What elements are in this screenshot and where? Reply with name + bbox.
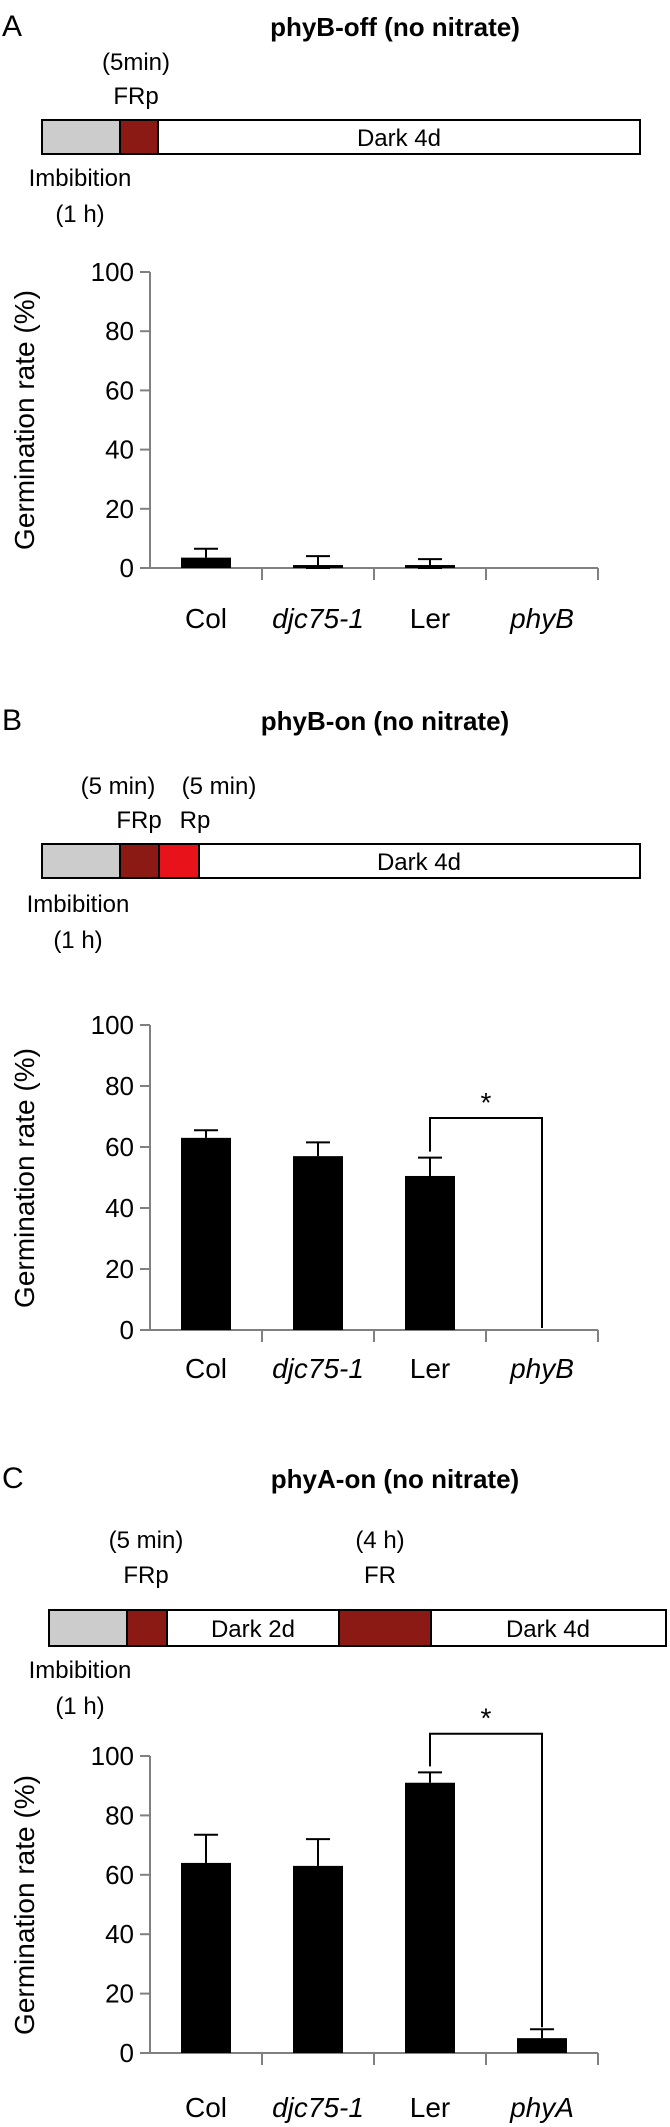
frp-time-label: (5min) (102, 49, 170, 76)
y-tick-label: 20 (105, 494, 134, 524)
significance-label: * (481, 1087, 492, 1118)
category-label: Col (185, 2092, 227, 2123)
rp-segment (158, 843, 200, 879)
fr-time-label: (4 h) (355, 1527, 404, 1554)
bar (405, 565, 455, 568)
dark-segment (157, 119, 641, 155)
significance-bracket (429, 1732, 543, 2028)
y-tick-label: 80 (105, 1800, 134, 1830)
y-tick-label: 60 (105, 1860, 134, 1890)
y-tick-label: 80 (105, 316, 134, 346)
panel-title: phyB-on (no nitrate) (261, 706, 509, 736)
frp-label: FRp (116, 807, 161, 834)
rp-label: Rp (180, 807, 211, 834)
y-tick-label: 0 (120, 1315, 134, 1345)
bar (293, 1865, 343, 2053)
dark-segment (198, 843, 641, 879)
bar (293, 1156, 343, 1330)
imbibition-duration-label: (1 h) (53, 927, 102, 954)
imbibition-label: Imbibition (29, 165, 132, 192)
treatment-bar: Dark 2d Dark 4d (5 min) FRp (4 h) FR Imb… (29, 1527, 667, 1720)
bar (517, 2038, 567, 2053)
y-axis-label: Germination rate (%) (9, 1775, 40, 2035)
y-axis-label: Germination rate (%) (9, 290, 40, 550)
category-label: djc75-1 (272, 603, 364, 634)
category-label: Col (185, 603, 227, 634)
category-label: djc75-1 (272, 1353, 364, 1384)
bar (405, 1782, 455, 2053)
panel-letter: A (2, 10, 22, 43)
imbibition-duration-label: (1 h) (55, 1693, 104, 1720)
y-tick-label: 100 (91, 1741, 134, 1771)
y-tick-label: 0 (120, 553, 134, 583)
imbibition-label: Imbibition (27, 891, 130, 918)
dark-label: Dark 4d (357, 125, 441, 152)
y-tick-label: 100 (91, 1010, 134, 1040)
category-label: Ler (410, 1353, 450, 1384)
y-tick-label: 40 (105, 435, 134, 465)
category-label: phyA (509, 2092, 574, 2123)
imbibition-segment (41, 119, 121, 155)
imbibition-segment (41, 843, 121, 879)
y-axis-label: Germination rate (%) (9, 1048, 40, 1308)
rp-time-label: (5 min) (182, 773, 257, 800)
panel-letter: C (2, 1462, 24, 1495)
y-tick-label: 40 (105, 1193, 134, 1223)
significance-label: * (481, 1703, 492, 1734)
y-tick-label: 0 (120, 2038, 134, 2068)
category-label: djc75-1 (272, 2092, 364, 2123)
dark-2d-segment (166, 1609, 340, 1647)
frp-time-label: (5 min) (81, 773, 156, 800)
dark-label: Dark 4d (377, 849, 461, 876)
bar (181, 1137, 231, 1330)
fr-segment (338, 1609, 432, 1647)
y-tick-label: 20 (105, 1979, 134, 2009)
dark-4d-label: Dark 4d (506, 1616, 590, 1643)
treatment-bar: Dark 4d (5 min) FRp (5 min) Rp Imbibitio… (27, 773, 641, 954)
y-tick-label: 60 (105, 375, 134, 405)
panel-a: A phyB-off (no nitrate) Dark 4d (5min) F… (2, 10, 641, 634)
y-tick-label: 20 (105, 1254, 134, 1284)
bar (181, 1862, 231, 2053)
bar (405, 1175, 455, 1330)
frp-label: FRp (113, 83, 158, 110)
imbibition-duration-label: (1 h) (55, 201, 104, 228)
germination-chart-c: 0 20 40 60 80 100 Germination rate (%) Col djc75… (9, 1703, 599, 2123)
dark-4d-segment (430, 1609, 667, 1647)
significance-bracket (429, 1117, 543, 1328)
y-tick-label: 100 (91, 257, 134, 287)
frp-label: FRp (123, 1562, 168, 1589)
y-tick-label: 40 (105, 1919, 134, 1949)
panel-b: B phyB-on (no nitrate) Dark 4d (5 min) F… (2, 704, 641, 1384)
panel-c: C phyA-on (no nitrate) Dark 2d Dark 4d (… (2, 1462, 667, 2123)
y-tick-label: 60 (105, 1132, 134, 1162)
frp-segment (126, 1609, 168, 1647)
frp-segment (119, 843, 160, 879)
category-label: phyB (509, 1353, 574, 1384)
panel-letter: B (2, 704, 22, 737)
treatment-bar: Dark 4d (5min) FRp Imbibition (1 h) (29, 49, 641, 228)
bar (181, 557, 231, 568)
category-label: Ler (410, 603, 450, 634)
imbibition-segment (48, 1609, 128, 1647)
frp-time-label: (5 min) (109, 1527, 184, 1554)
frp-segment (119, 119, 159, 155)
fr-label: FR (364, 1562, 396, 1589)
y-tick-label: 80 (105, 1071, 134, 1101)
dark-2d-label: Dark 2d (211, 1616, 295, 1643)
panel-title: phyB-off (no nitrate) (270, 12, 520, 42)
bar (293, 565, 343, 568)
category-label: Ler (410, 2092, 450, 2123)
germination-chart-a: 0 20 40 60 80 100 Germination rate (%) Col djc75… (9, 257, 599, 634)
category-label: phyB (509, 603, 574, 634)
imbibition-label: Imbibition (29, 1657, 132, 1684)
category-label: Col (185, 1353, 227, 1384)
germination-chart-b: 0 20 40 60 80 100 Germination rate (%) Col djc75… (9, 1010, 599, 1384)
panel-title: phyA-on (no nitrate) (271, 1464, 519, 1494)
